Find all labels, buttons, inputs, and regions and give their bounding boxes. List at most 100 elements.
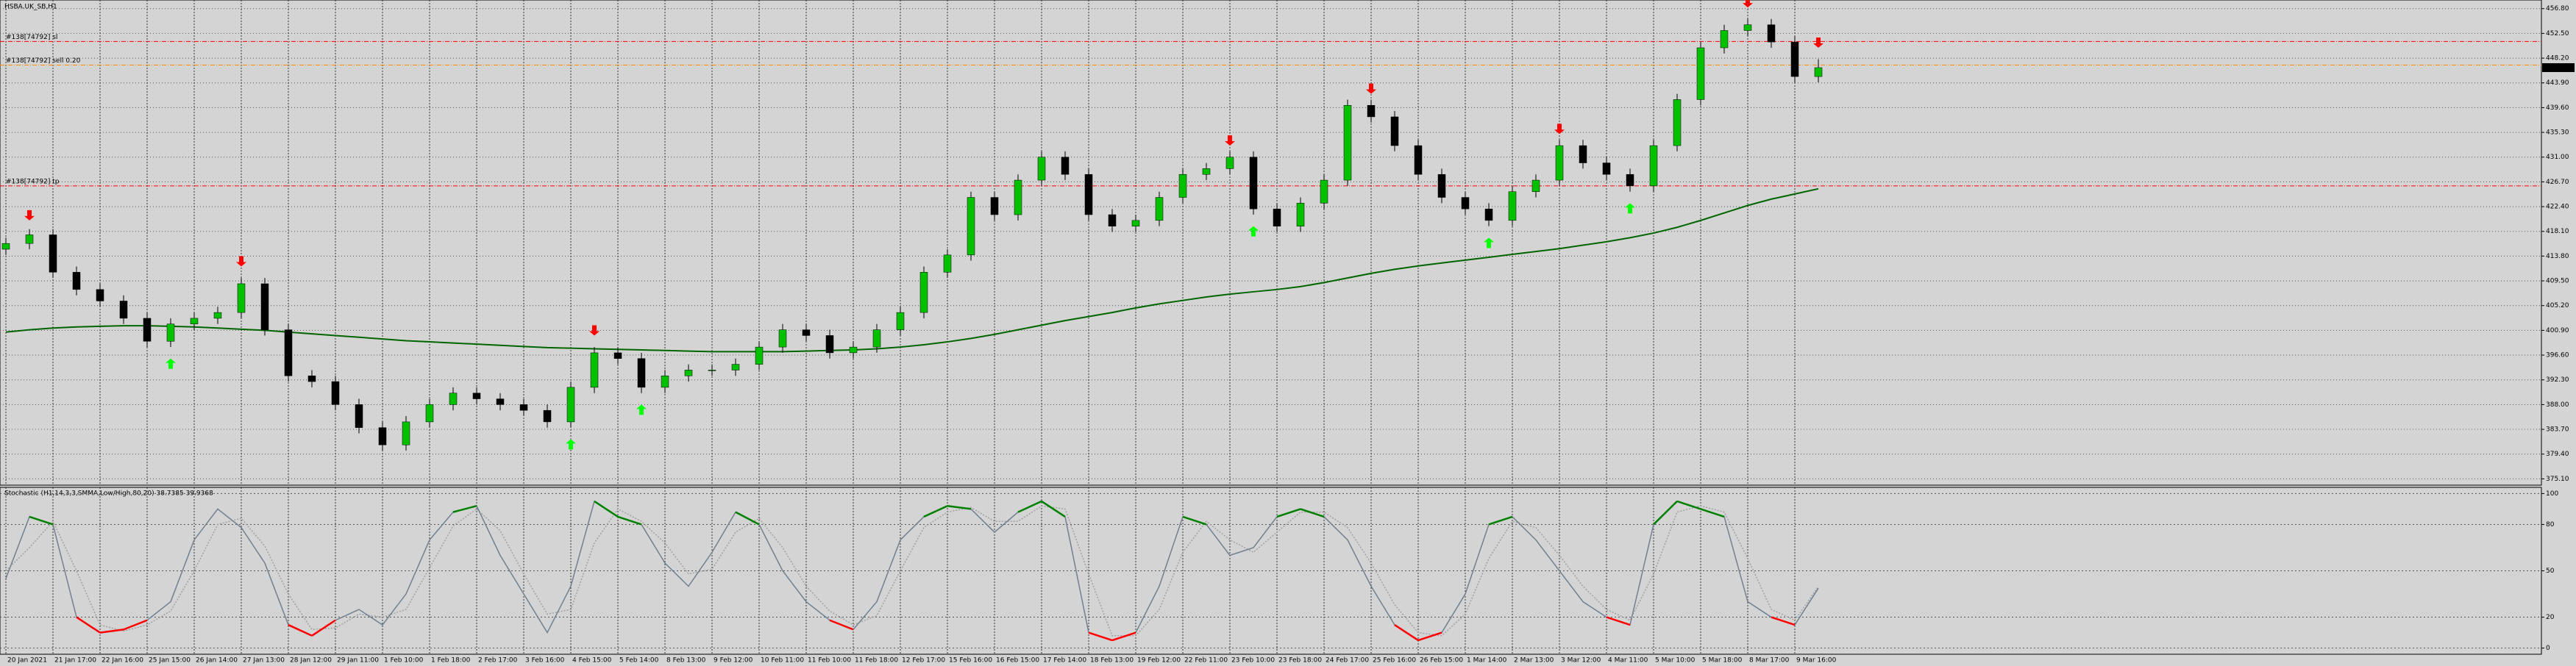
y-tick-label: 431.00 [2546, 154, 2569, 161]
zone-segment [617, 515, 642, 526]
buy-arrow [1484, 237, 1494, 248]
y-tick-label: 443.90 [2546, 79, 2569, 87]
x-tick-label: 18 Feb 13:00 [1090, 657, 1134, 665]
y-tick-label: 418.10 [2546, 228, 2569, 235]
candle-body [731, 364, 740, 370]
y-tick-label: 452.50 [2546, 30, 2569, 37]
candle-body [1202, 168, 1211, 175]
x-tick-label: 25 Feb 16:00 [1373, 657, 1416, 665]
zone-segment [1771, 616, 1796, 626]
sell-arrow [1366, 83, 1376, 94]
candle-body [1461, 197, 1470, 210]
x-tick-label: 20 Jan 2021 [7, 657, 47, 665]
candle-body [1343, 105, 1352, 181]
zone-segment [947, 504, 972, 510]
candle-body [1037, 157, 1046, 181]
candle-body [1673, 99, 1682, 146]
sell-arrow [1813, 37, 1824, 48]
zone-segment [923, 505, 948, 518]
candle-body [213, 312, 222, 319]
buy-arrow [636, 404, 647, 415]
zone-segment [1017, 500, 1042, 513]
y-tick-label: 392.30 [2546, 376, 2569, 384]
x-tick-label: 15 Feb 16:00 [949, 657, 992, 665]
x-tick-label: 2 Mar 13:00 [1514, 657, 1554, 665]
candle-body [1320, 179, 1328, 204]
x-tick-label: 12 Feb 17:00 [902, 657, 945, 665]
candle-body [1767, 24, 1776, 43]
x-tick-label: 1 Feb 18:00 [431, 657, 471, 665]
candle-body [1296, 203, 1305, 226]
candle-body [1720, 30, 1729, 49]
moving-average [5, 187, 1819, 353]
x-tick-label: 5 Feb 14:00 [619, 657, 659, 665]
y-tick-label: 422.40 [2546, 204, 2569, 211]
sell-arrow [236, 256, 246, 267]
candle-body [1178, 173, 1187, 198]
order-label: #138[74792] sell 0.20 [6, 57, 81, 65]
candle-body [237, 283, 246, 313]
x-tick-label: 4 Feb 15:00 [572, 657, 612, 665]
y-tick-label: 100 [2546, 490, 2558, 498]
candle-body [990, 197, 999, 215]
zone-segment [1041, 500, 1066, 518]
candle-body [284, 329, 293, 376]
candle-body [566, 387, 575, 423]
candle-body [190, 318, 199, 325]
y-tick-label: 0 [2546, 645, 2550, 652]
sell-arrow [589, 325, 599, 336]
x-tick-label: 16 Feb 15:00 [996, 657, 1039, 665]
x-tick-label: 11 Feb 10:00 [808, 657, 851, 665]
zone-segment [1606, 616, 1631, 626]
candle-body [1131, 220, 1140, 226]
zone-segment [288, 623, 313, 637]
x-tick-label: 24 Feb 17:00 [1326, 657, 1369, 665]
candle-body [1484, 208, 1493, 221]
candle-body [119, 301, 128, 319]
candle-body [331, 381, 340, 405]
y-tick-label: 456.80 [2546, 5, 2569, 12]
zone-segment [1088, 631, 1113, 642]
candle-body [143, 318, 152, 342]
x-tick-label: 3 Mar 12:00 [1561, 657, 1601, 665]
zone-segment [1182, 515, 1207, 526]
buy-arrow [1625, 203, 1635, 214]
x-tick-label: 9 Mar 16:00 [1796, 657, 1837, 665]
candle-body [1367, 105, 1376, 118]
y-tick-label: 400.90 [2546, 327, 2569, 334]
x-tick-label: 3 Feb 16:00 [525, 657, 565, 665]
candle-body [1555, 145, 1564, 181]
y-tick-label: 409.50 [2546, 278, 2569, 285]
sell-arrow [1554, 123, 1565, 135]
zone-segment [29, 515, 54, 526]
chart-title: HSBA.UK_SB,H1 [4, 4, 57, 11]
zone-segment [1111, 631, 1136, 642]
x-tick-label: 2 Feb 17:00 [478, 657, 518, 665]
last-price-box [2542, 62, 2575, 72]
x-tick-label: 21 Jan 17:00 [54, 657, 96, 665]
zone-segment [1653, 501, 1678, 526]
candle-body [1602, 162, 1611, 175]
order-label: #138[74792] tp [6, 178, 60, 185]
signal-line [5, 505, 1819, 637]
y-tick-label: 379.40 [2546, 451, 2569, 458]
order-label: #138[74792] sl [6, 34, 57, 41]
zone-segment [1417, 631, 1442, 642]
candle-body [1108, 214, 1117, 226]
candle-body [613, 352, 622, 359]
y-tick-label: 405.20 [2546, 302, 2569, 309]
x-tick-label: 26 Jan 14:00 [196, 657, 238, 665]
buy-arrow [1248, 226, 1259, 237]
candle-body [1061, 157, 1070, 175]
y-tick-label: 435.30 [2546, 129, 2569, 137]
candle-body [1249, 157, 1258, 210]
candle-body [802, 329, 811, 336]
y-tick-label: 388.00 [2546, 401, 2569, 409]
candle-body [1, 243, 10, 250]
candle-body [1437, 173, 1446, 198]
sell-arrow [24, 210, 35, 221]
zone-segment [311, 619, 336, 637]
x-tick-label: 23 Feb 10:00 [1231, 657, 1275, 665]
buy-arrow [566, 439, 576, 450]
